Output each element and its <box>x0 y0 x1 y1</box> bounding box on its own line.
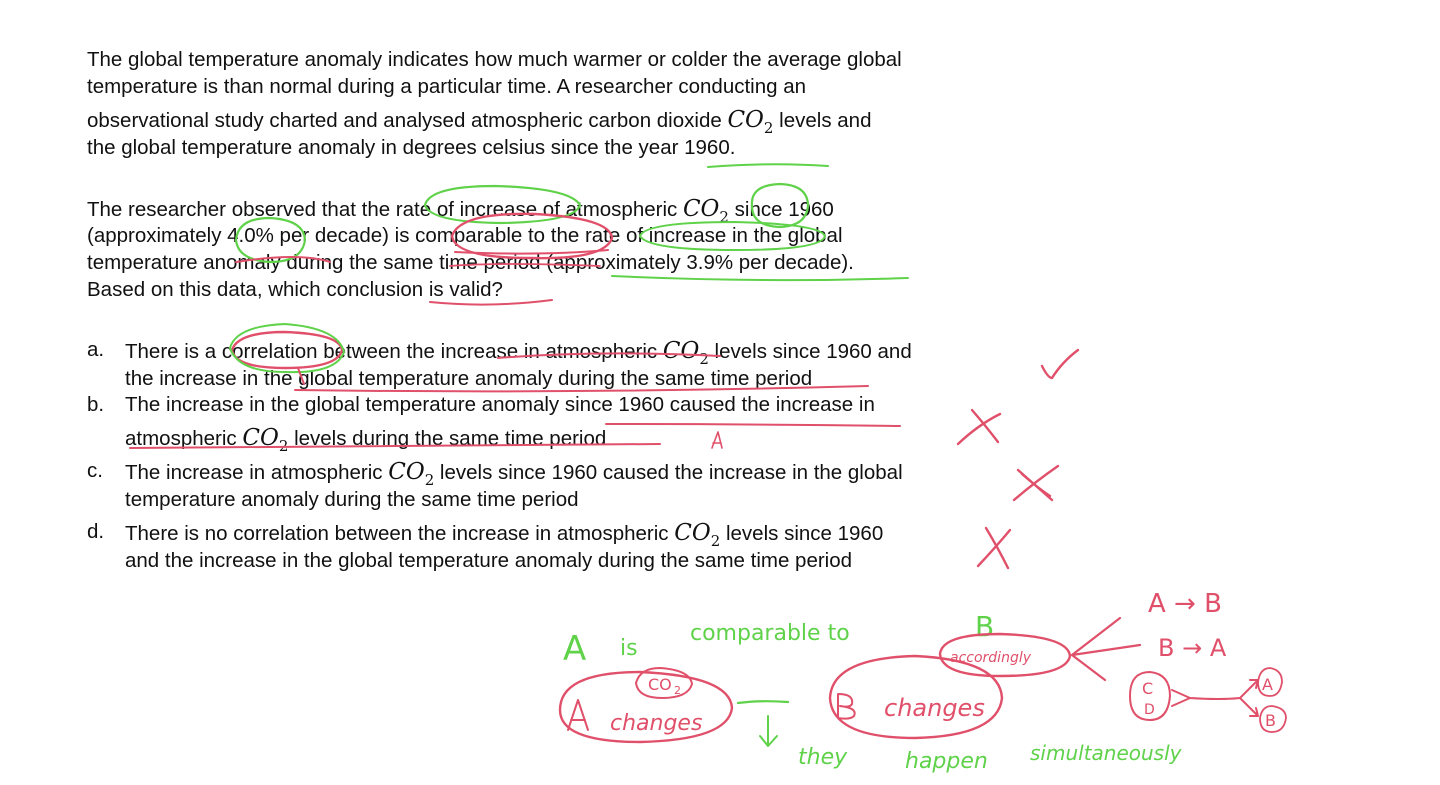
handwritten-co2-sub: 2 <box>674 684 681 697</box>
handwritten-comparable-to: comparable to <box>690 621 850 646</box>
handwritten-A-small: A <box>1262 675 1273 694</box>
option-letter: a. <box>87 338 105 361</box>
handwritten-they: they <box>798 745 848 770</box>
paragraph-intro-line: The global temperature anomaly indicates… <box>87 48 902 71</box>
option-line: temperature anomaly during the same time… <box>125 488 579 511</box>
green-circle <box>229 323 345 374</box>
option-letter: d. <box>87 520 105 543</box>
green-circle <box>234 216 307 264</box>
co2-formula: CO2 <box>388 459 434 488</box>
red-circle <box>1129 671 1171 721</box>
handwritten-co2: CO <box>648 675 672 694</box>
check-mark-icon <box>1040 348 1080 380</box>
handwritten-D: D <box>1144 702 1155 718</box>
option-line: and the increase in the global temperatu… <box>125 549 853 572</box>
co2-subscript: 2 <box>424 471 435 489</box>
red-circle <box>635 667 693 699</box>
green-circle <box>423 184 582 225</box>
handwritten-B-to-A: B → A <box>1158 634 1227 662</box>
text-segment: levels since 1960 <box>720 522 884 545</box>
red-letter-B <box>837 693 856 720</box>
co2-symbol: CO <box>674 520 711 546</box>
handwritten-A: A <box>563 629 586 669</box>
text-segment: levels during the same time period <box>288 427 607 450</box>
paragraph-intro-line: the global temperature anomaly in degree… <box>87 136 736 159</box>
handwritten-A-to-B: A → B <box>1148 589 1222 619</box>
arrow-down-icon <box>759 715 778 747</box>
red-circle <box>558 670 734 744</box>
red-underline <box>129 443 661 449</box>
green-underline <box>611 275 909 282</box>
handwritten-simultaneously: simultaneously <box>1030 741 1183 765</box>
handwritten-happen: happen <box>905 749 988 774</box>
text-segment: atmospheric <box>125 427 243 450</box>
option-line: The increase in the global temperature a… <box>125 393 875 416</box>
cross-icon <box>1012 464 1060 502</box>
handwritten-accordingly: accordingly <box>950 650 1032 666</box>
option-letter: c. <box>87 459 103 482</box>
red-circle <box>230 330 344 370</box>
paragraph-intro-line: observational study charted and analysed… <box>87 107 872 136</box>
text-segment: There is no correlation between the incr… <box>125 522 675 545</box>
red-underline <box>294 385 869 393</box>
green-dash <box>736 700 790 705</box>
option-line: The increase in atmospheric CO2 levels s… <box>125 459 903 488</box>
co2-symbol: CO <box>242 425 279 451</box>
option-line: the increase in the global temperature a… <box>125 367 813 390</box>
red-mark <box>297 367 305 385</box>
red-underline <box>454 249 609 255</box>
co2-formula: CO2 <box>674 520 720 549</box>
green-circle <box>639 221 826 251</box>
green-underline <box>707 163 829 168</box>
co2-formula: CO2 <box>682 196 729 225</box>
red-circle <box>938 632 1072 678</box>
red-underline <box>449 263 601 267</box>
paragraph-observation-line: (approximately 4.0% per decade) is compa… <box>87 224 843 247</box>
co2-symbol: CO <box>388 459 425 485</box>
text-segment: levels and <box>773 109 872 132</box>
green-circle <box>750 182 810 229</box>
handwritten-B: B <box>975 610 994 643</box>
red-mark <box>711 431 723 449</box>
paragraph-observation-line: Based on this data, which conclusion is … <box>87 278 503 301</box>
co2-symbol: CO <box>662 338 700 364</box>
red-circle <box>1257 667 1283 697</box>
red-branch-arrow <box>1171 679 1259 717</box>
red-underline <box>429 299 553 306</box>
co2-subscript: 2 <box>710 532 721 550</box>
handwritten-is: is <box>620 636 638 661</box>
paragraph-intro-line: temperature is than normal during a part… <box>87 75 807 98</box>
option-line: There is no correlation between the incr… <box>125 520 884 549</box>
option-line: atmospheric CO2 levels during the same t… <box>125 425 607 454</box>
red-branch-arrow <box>1070 616 1142 682</box>
co2-subscript: 2 <box>699 350 709 368</box>
handwritten-changes-left: changes <box>610 711 702 736</box>
red-circle <box>1259 705 1287 733</box>
co2-subscript: 2 <box>763 119 774 137</box>
co2-formula: CO2 <box>662 338 709 367</box>
handwritten-C: C <box>1142 679 1153 698</box>
red-circle <box>828 654 1004 740</box>
text-segment: observational study charted and analysed… <box>87 109 728 132</box>
co2-symbol: CO <box>682 196 720 222</box>
text-segment: The increase in atmospheric <box>125 461 389 484</box>
co2-subscript: 2 <box>719 208 729 226</box>
red-underline <box>605 423 901 427</box>
red-underline <box>497 352 721 359</box>
cross-icon <box>976 526 1012 570</box>
text-segment: levels since 1960 caused the increase in… <box>434 461 903 484</box>
option-letter: b. <box>87 393 105 416</box>
red-circle <box>450 212 614 260</box>
co2-symbol: CO <box>727 107 764 133</box>
cross-icon <box>956 408 1002 446</box>
text-segment: levels since 1960 and <box>708 340 912 363</box>
handwritten-B-small: B <box>1265 711 1276 730</box>
red-underline <box>235 256 331 263</box>
red-letter-A <box>567 699 589 731</box>
handwritten-changes-right: changes <box>884 694 985 722</box>
co2-formula: CO2 <box>727 107 773 136</box>
